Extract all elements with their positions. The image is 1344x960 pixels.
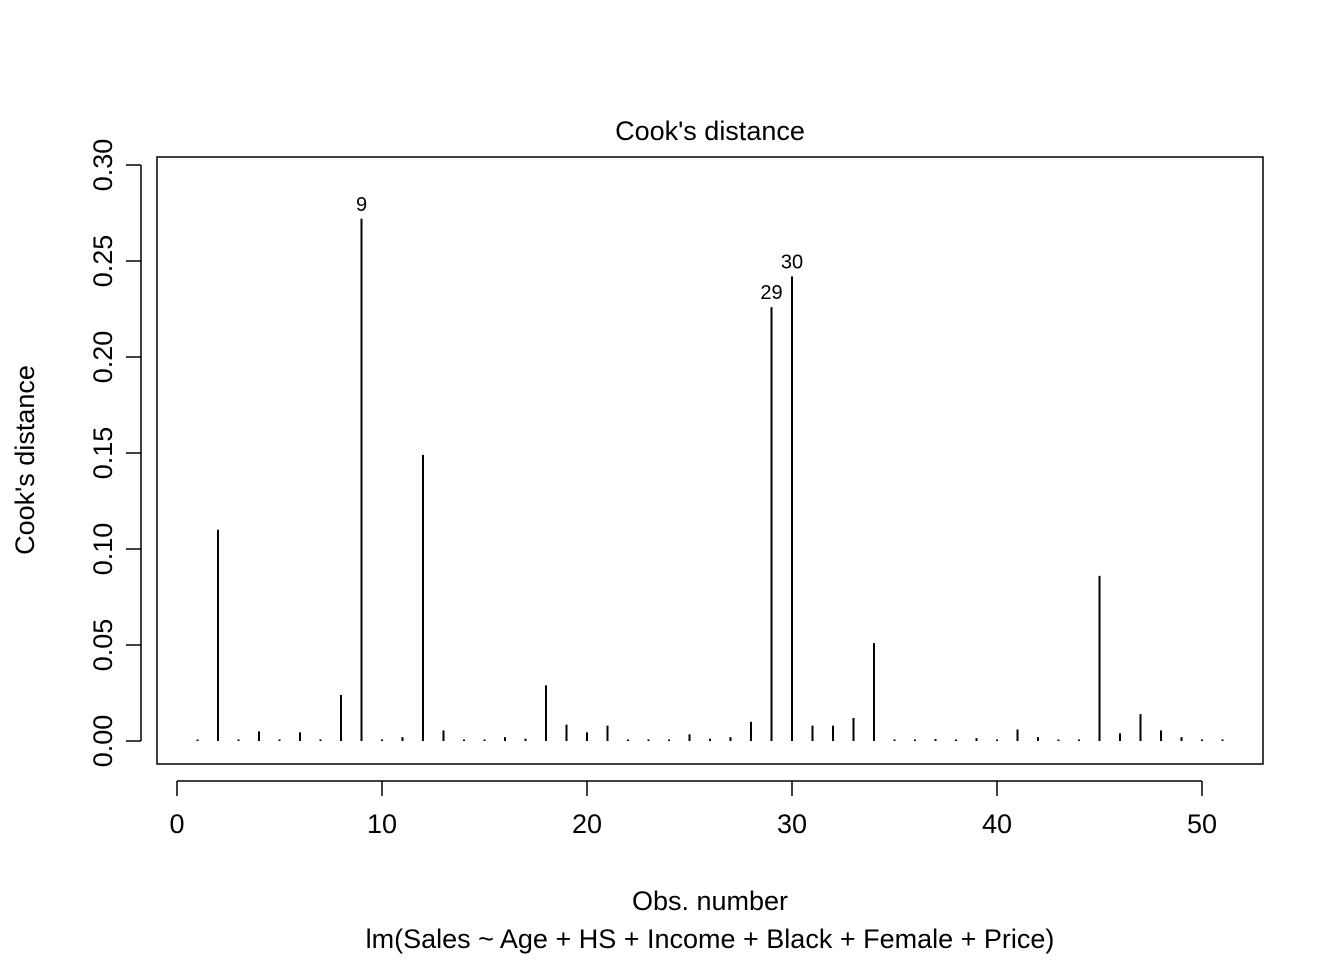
point-label-30: 30: [781, 251, 803, 273]
x-tick-label-0: 0: [169, 809, 184, 839]
x-tick-label-50: 50: [1187, 809, 1217, 839]
x-axis: 0 10 20 30 40 50: [169, 780, 1217, 839]
y-tick-label-1: 0.05: [88, 619, 118, 672]
x-tick-label-40: 40: [982, 809, 1012, 839]
y-tick-label-3: 0.15: [88, 427, 118, 480]
y-tick-label-5: 0.25: [88, 235, 118, 288]
plot-frame: [156, 156, 1264, 765]
y-axis-label: Cook's distance: [10, 365, 40, 555]
model-formula-subtitle: lm(Sales ~ Age + HS + Income + Black + F…: [366, 924, 1055, 954]
y-tick-label-6: 0.30: [88, 139, 118, 192]
x-tick-label-10: 10: [367, 809, 397, 839]
y-tick-label-2: 0.10: [88, 523, 118, 576]
y-tick-label-0: 0.00: [88, 715, 118, 768]
y-axis: 0.00 0.05 0.10 0.15 0.20 0.25 0.30: [88, 139, 142, 768]
annotations-group: 9 29 30: [356, 194, 803, 304]
x-tick-label-30: 30: [777, 809, 807, 839]
spikes-group: [196, 218, 1224, 741]
point-label-9: 9: [356, 194, 367, 216]
x-tick-label-20: 20: [572, 809, 602, 839]
chart-title: Cook's distance: [615, 116, 805, 146]
x-axis-label: Obs. number: [632, 886, 788, 916]
y-tick-label-4: 0.20: [88, 331, 118, 384]
point-label-29: 29: [760, 282, 782, 304]
